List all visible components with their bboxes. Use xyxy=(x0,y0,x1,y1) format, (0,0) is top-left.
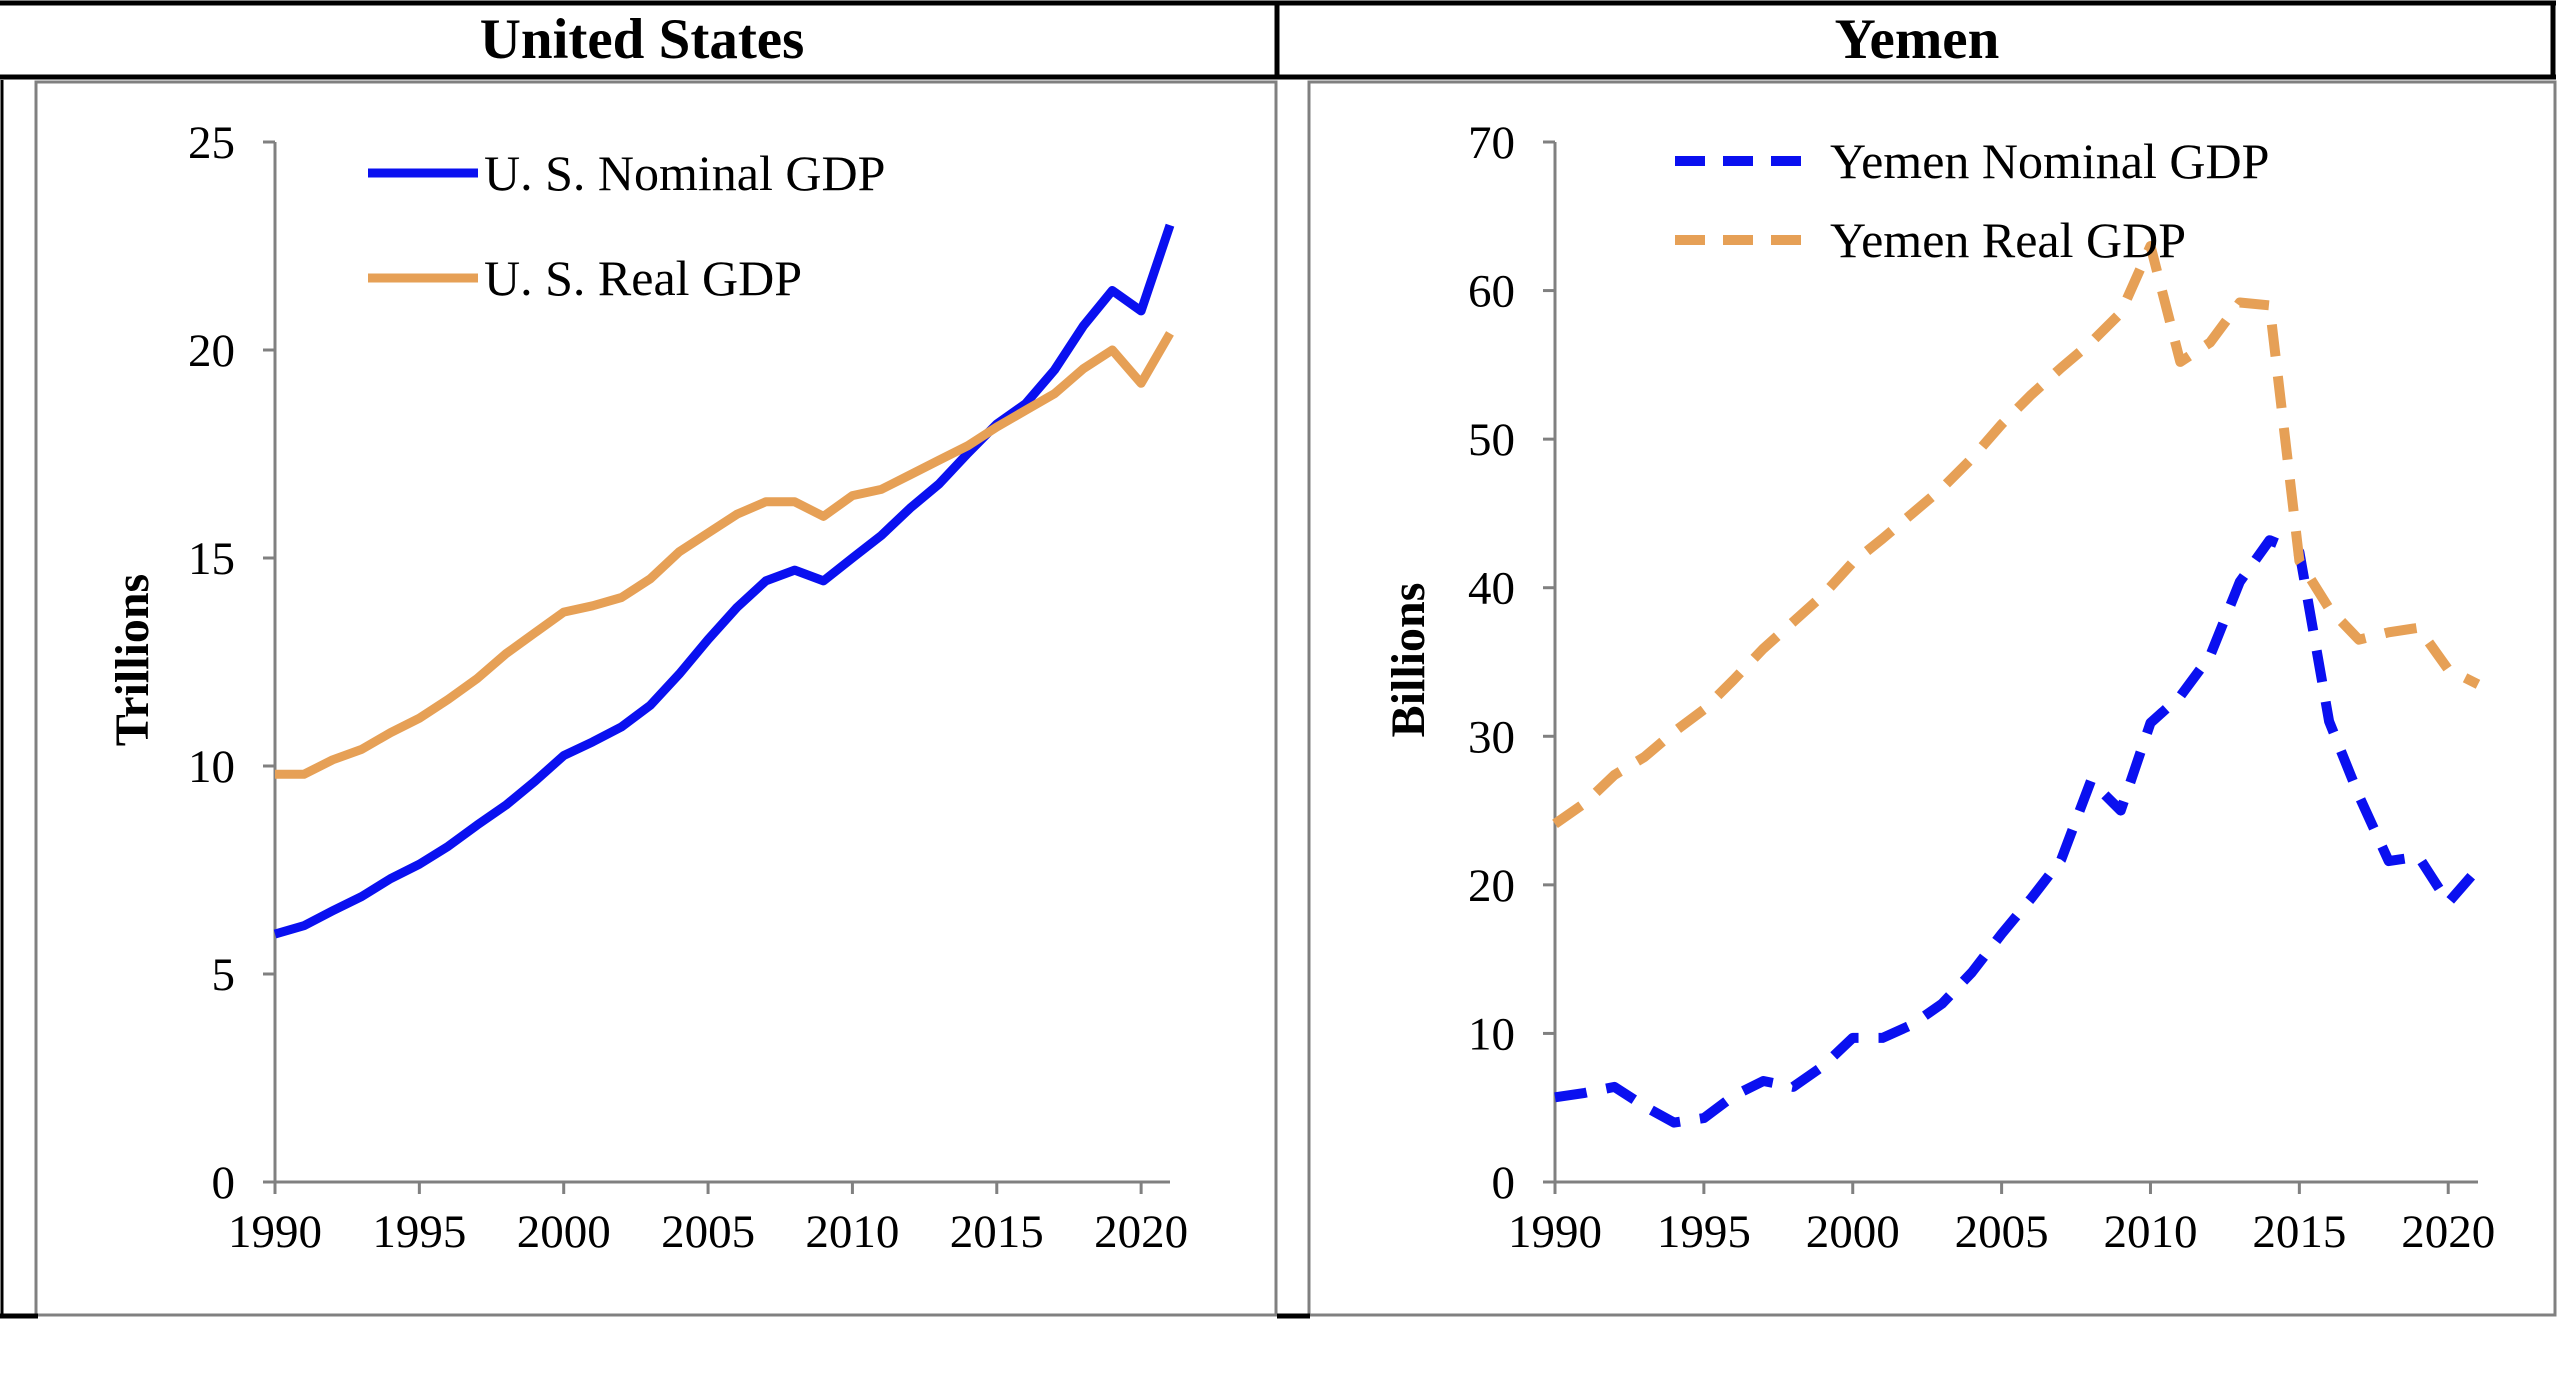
y-tick-label-yemen: 30 xyxy=(1468,711,1515,763)
x-tick-label-yemen: 1990 xyxy=(1508,1206,1602,1258)
legend-label-us-real: U. S. Real GDP xyxy=(484,250,802,306)
x-tick-label-us: 2005 xyxy=(661,1206,755,1258)
x-tick-label-us: 1990 xyxy=(228,1206,322,1258)
x-tick-label-us: 2000 xyxy=(517,1206,611,1258)
x-tick-label-us: 2020 xyxy=(1094,1206,1188,1258)
y-tick-label-us: 10 xyxy=(188,741,235,793)
series-line-yemen-nominal xyxy=(1554,535,2482,1128)
chart-us: 0 5 10 15 20 25 1990 1995 2000 2005 2010 2015 2020 T… xyxy=(106,117,1188,1258)
y-tick-label-us: 0 xyxy=(212,1157,236,1209)
y-axis-label-us: Trillions xyxy=(106,574,159,746)
axes-us: 0 5 10 15 20 25 1990 1995 2000 2005 2010 2015 2020 xyxy=(188,117,1188,1258)
y-tick-label-yemen: 10 xyxy=(1468,1008,1515,1060)
x-tick-label-us: 1995 xyxy=(372,1206,466,1258)
y-axis-label-yemen: Billions xyxy=(1382,583,1435,738)
axes-yemen: 0 10 20 30 40 50 60 70 1990 1995 2000 2005 2010 2015 2… xyxy=(1468,117,2495,1258)
series-line-yemen-real xyxy=(1552,241,2481,829)
y-tick-label-us: 15 xyxy=(188,533,235,585)
series-yemen xyxy=(1552,241,2482,1128)
series-us xyxy=(273,223,1175,939)
legend-label-yemen-nominal: Yemen Nominal GDP xyxy=(1830,133,2269,189)
legend-label-yemen-real: Yemen Real GDP xyxy=(1830,212,2186,268)
y-tick-label-yemen: 40 xyxy=(1468,563,1515,615)
legend-yemen: Yemen Nominal GDP Yemen Real GDP xyxy=(1675,133,2269,268)
x-tick-label-us: 2015 xyxy=(950,1206,1044,1258)
legend-us: U. S. Nominal GDP U. S. Real GDP xyxy=(368,145,885,306)
x-tick-label-yemen: 1995 xyxy=(1657,1206,1751,1258)
y-tick-label-yemen: 20 xyxy=(1468,860,1515,912)
y-tick-label-yemen: 50 xyxy=(1468,414,1515,466)
x-tick-label-yemen: 2005 xyxy=(1955,1206,2049,1258)
y-tick-label-us: 25 xyxy=(188,117,235,169)
y-tick-label-us: 5 xyxy=(212,949,236,1001)
panel-title-yemen: Yemen xyxy=(1835,8,2000,71)
y-tick-label-yemen: 70 xyxy=(1468,117,1515,169)
series-line-us-real xyxy=(275,331,1174,779)
chart-yemen: 0 10 20 30 40 50 60 70 1990 1995 2000 2005 2010 2015 2… xyxy=(1382,117,2495,1258)
series-line-us-nominal xyxy=(273,223,1175,939)
panel-frames xyxy=(0,80,2557,1319)
y-tick-label-yemen: 0 xyxy=(1492,1157,1516,1209)
x-tick-label-yemen: 2015 xyxy=(2252,1206,2346,1258)
x-tick-label-yemen: 2020 xyxy=(2401,1206,2495,1258)
y-tick-label-us: 20 xyxy=(188,325,235,377)
panel-title-us: United States xyxy=(480,8,805,71)
x-tick-label-us: 2010 xyxy=(805,1206,899,1258)
header-bar: United States Yemen xyxy=(0,0,2556,80)
y-tick-label-yemen: 60 xyxy=(1468,266,1515,318)
x-tick-label-yemen: 2010 xyxy=(2103,1206,2197,1258)
x-tick-label-yemen: 2000 xyxy=(1806,1206,1900,1258)
legend-label-us-nominal: U. S. Nominal GDP xyxy=(484,145,885,201)
